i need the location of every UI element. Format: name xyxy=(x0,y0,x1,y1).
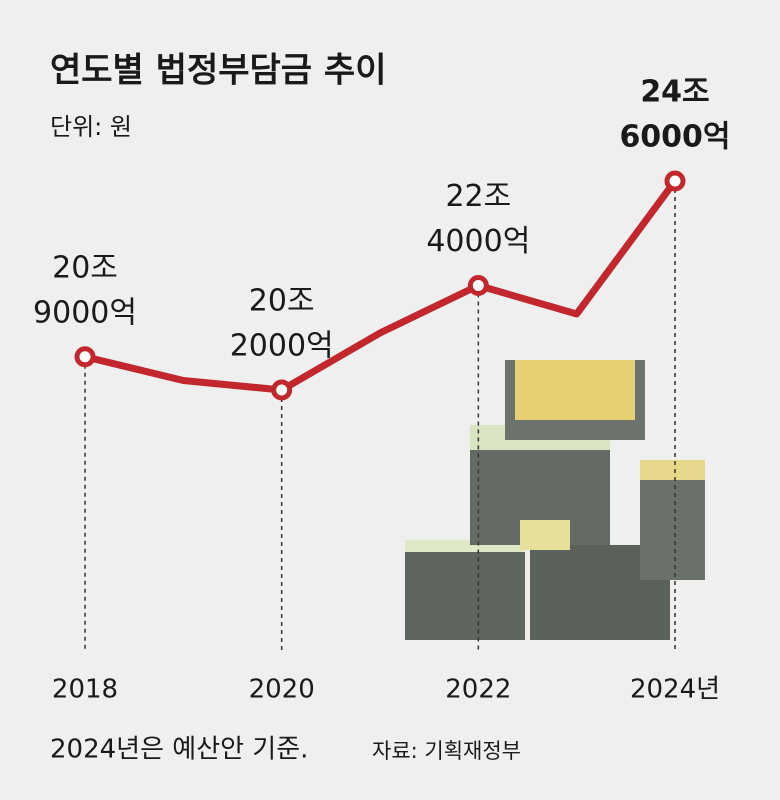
bill-stack xyxy=(405,540,525,640)
chart-title: 연도별 법정부담금 추이 xyxy=(50,51,386,91)
value-label: 6000억 xyxy=(619,120,730,155)
marker xyxy=(271,379,293,401)
value-label: 22조 xyxy=(445,179,511,214)
x-tick-label: 2020 xyxy=(249,675,315,705)
marker xyxy=(74,346,96,368)
line xyxy=(84,178,678,394)
value-label: 9000억 xyxy=(33,295,137,330)
x-tick-label: 2018 xyxy=(52,675,118,705)
marker xyxy=(664,170,686,192)
x-tick-label: 2022 xyxy=(445,675,511,705)
bill-top xyxy=(515,360,635,420)
note: 2024년은 예산안 기준. xyxy=(50,735,308,765)
value-label: 2000억 xyxy=(230,329,334,364)
value-label: 20조 xyxy=(52,250,118,285)
value-label: 20조 xyxy=(249,284,315,319)
source: 자료: 기획재정부 xyxy=(372,739,521,763)
money-illustration xyxy=(405,360,705,640)
value-label: 24조 xyxy=(640,75,709,110)
marker xyxy=(467,275,489,296)
subtitle: 단위: 원 xyxy=(50,113,132,141)
bill-top xyxy=(640,460,705,480)
bill-top xyxy=(520,520,570,550)
value-label: 4000억 xyxy=(426,224,530,259)
x-tick-label: 2024년 xyxy=(630,675,720,705)
